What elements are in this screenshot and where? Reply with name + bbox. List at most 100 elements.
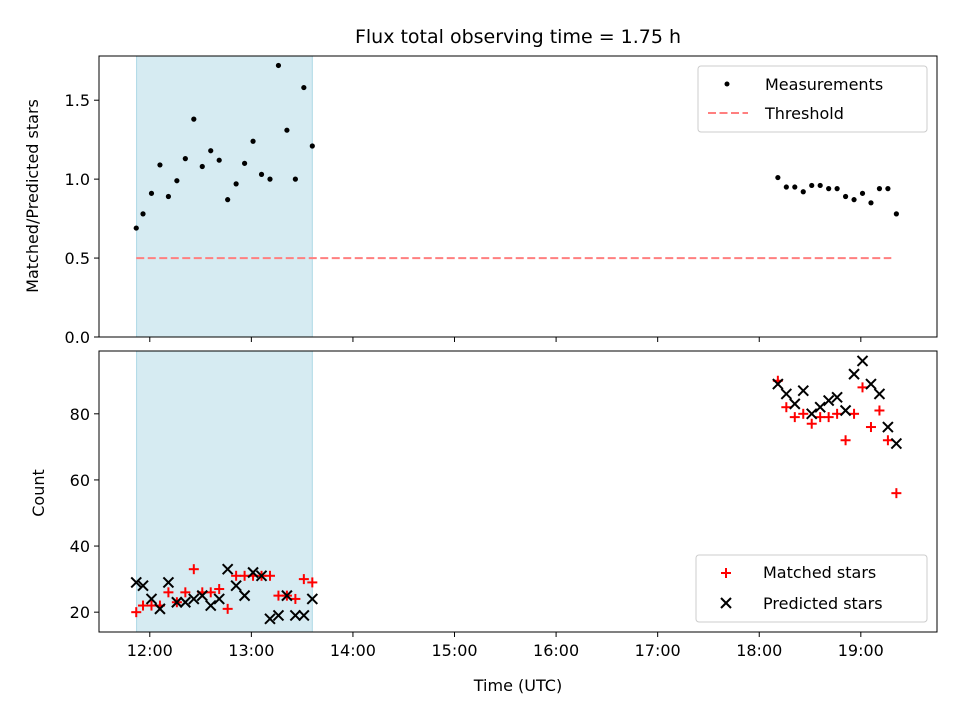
predicted-star-point [137,580,149,592]
measurement-point [216,157,222,163]
x-tick-label: 15:00 [431,641,477,660]
matched-star-point [180,587,191,598]
predicted-star-point [789,398,801,410]
measurement-point [133,225,139,231]
chart-title: Flux total observing time = 1.75 h [355,26,681,48]
x-tick-label: 16:00 [533,641,579,660]
bottom-y-tick-label: 60 [70,471,90,490]
predicted-star-point [145,593,158,605]
measurement-point [826,186,832,192]
measurement-point [842,193,849,200]
measurement-point [301,84,307,91]
bottom-y-tick-label: 80 [70,405,90,424]
predicted-star-point [831,391,843,403]
measurement-point [157,162,163,168]
predicted-star-point [882,421,894,433]
predicted-star-point [154,603,166,615]
bottom-axes-frame [98,350,938,633]
top-legend: Measurements Threshold [697,65,928,133]
legend-label-predicted: Predicted stars [763,594,883,613]
measurement-point [233,181,239,187]
matched-star-point [832,408,843,419]
measurement-point [893,211,899,217]
predicted-star-point [221,563,234,575]
predicted-star-point [298,609,310,622]
predicted-star-point [856,355,869,367]
top-y-tick-label: 0.5 [65,249,90,268]
measurement-point [250,138,256,144]
measurement-point [834,186,840,192]
predicted-star-point [772,378,784,390]
measurement-point [258,171,265,177]
predicted-star-point [238,589,251,602]
matched-star-point [222,603,233,614]
predicted-star-point [205,599,217,612]
predicted-star-point [780,388,793,400]
matched-star-point [798,408,809,419]
matched-star-point [307,577,318,588]
top-legend-box [697,65,928,133]
predicted-star-point [171,596,183,608]
measurement-point [148,190,155,196]
matched-star-point [789,412,800,423]
measurement-point [284,127,290,133]
top-panel: 0.0 0.5 1.0 1.5 Flux total observing time =… [23,26,938,347]
top-axes-frame [98,55,938,338]
measurement-point [208,148,214,154]
predicted-star-point [873,388,886,400]
x-axis-label: Time (UTC) [473,676,562,695]
bottom-legend: Matched stars Predicted stars [695,554,928,623]
predicted-star-point [797,384,809,397]
matched-star-point [146,600,157,611]
measurement-point [859,190,866,196]
bottom-legend-box [695,554,928,623]
measurement-point [868,200,874,206]
legend-label-measurements: Measurements [765,75,883,94]
predicted-star-point [247,566,259,579]
measurement-point [191,116,197,122]
predicted-star-point [814,401,826,413]
predicted-star-point [230,580,242,592]
measurement-point [800,189,806,195]
matched-star-point [214,584,225,595]
matched-star-point [298,574,309,585]
measurement-point [292,176,298,182]
measurement-point [792,184,798,190]
predicted-star-point [289,609,302,622]
legend-marker-matched [721,568,731,578]
predicted-star-point [806,408,818,420]
measurement-point [225,197,231,203]
predicted-star-point [272,609,285,622]
legend-marker-predicted [720,597,732,609]
matched-star-point [823,412,834,423]
measurement-point [876,186,883,192]
measurement-point [241,160,248,166]
predicted-star-point [188,593,200,605]
matched-star-point [874,405,885,416]
legend-marker-measurements [724,81,730,87]
measurement-point [783,184,789,190]
predicted-star-point [865,378,877,390]
matched-star-point [231,570,242,581]
predicted-star-point [213,593,225,605]
measurement-point [275,62,282,69]
measurement-point [809,182,815,189]
top-y-tick-label: 1.5 [65,91,90,110]
y-axis-label-count: Count [29,469,48,517]
x-tick-label: 14:00 [330,641,376,660]
measurement-point [174,178,180,184]
matched-star-point [849,408,860,419]
measurement-point [775,174,781,181]
top-y-axis-label: Matched/Predicted stars [23,99,42,293]
matched-star-point [882,435,893,446]
top-y-tick-label: 1.0 [65,170,90,189]
predicted-star-point [196,589,208,602]
matched-star-point [781,402,792,413]
measurement-point [267,176,273,182]
top-shaded-region [136,55,313,338]
matched-star-point [188,564,199,575]
matched-star-point [264,570,275,581]
predicted-star-point [264,613,276,625]
matched-star-point [205,587,216,598]
